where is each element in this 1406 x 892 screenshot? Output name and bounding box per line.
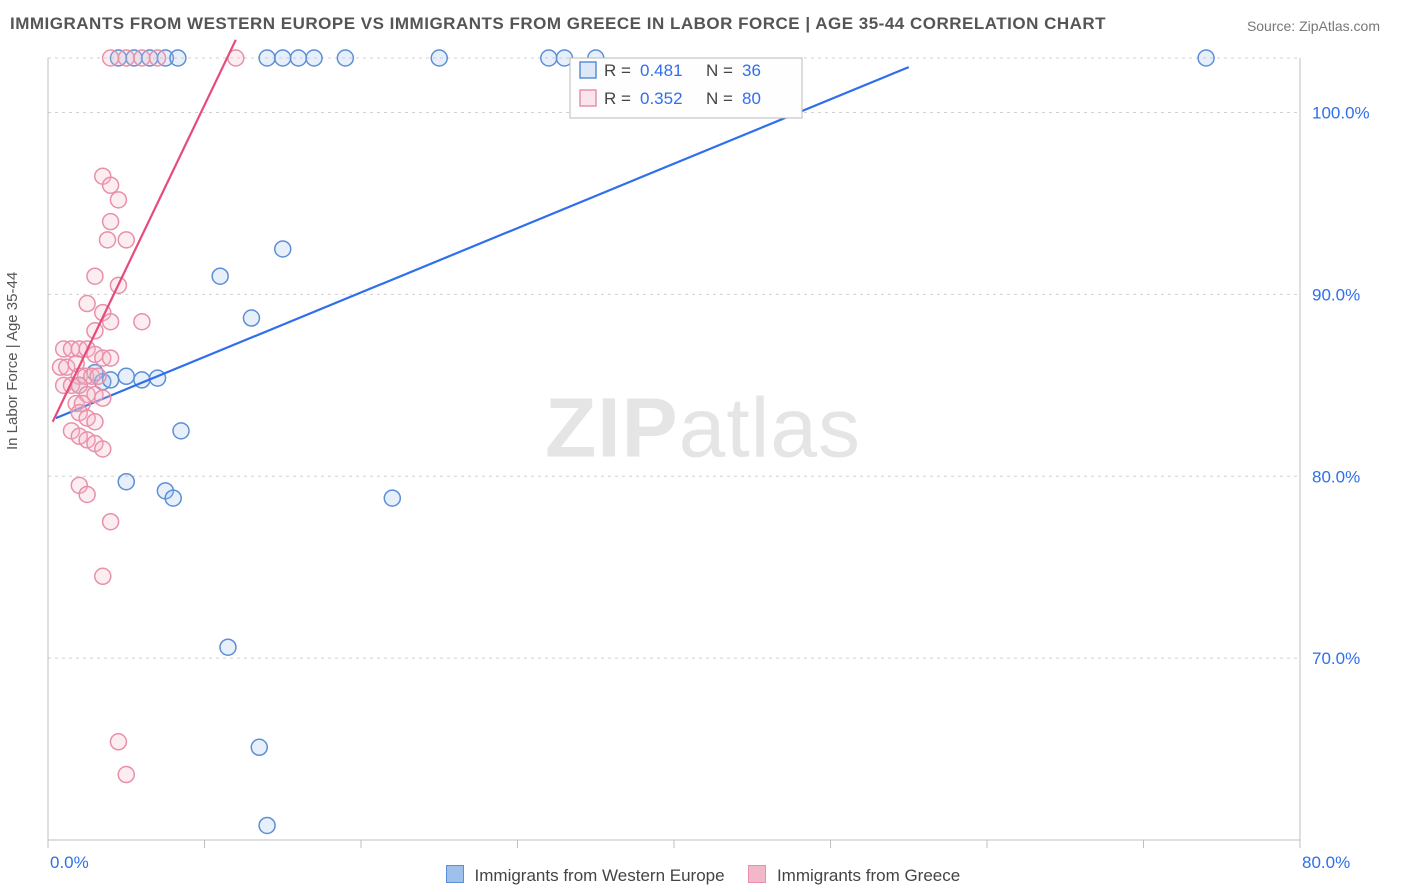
svg-text:0.481: 0.481 — [640, 61, 683, 80]
svg-text:90.0%: 90.0% — [1312, 285, 1360, 304]
svg-text:N =: N = — [706, 89, 733, 108]
svg-text:R =: R = — [604, 61, 631, 80]
legend-swatch-western-europe — [446, 865, 464, 883]
svg-text:0.352: 0.352 — [640, 89, 683, 108]
svg-text:70.0%: 70.0% — [1312, 649, 1360, 668]
svg-text:100.0%: 100.0% — [1312, 104, 1370, 123]
legend-swatch-greece — [748, 865, 766, 883]
legend-label-greece: Immigrants from Greece — [777, 866, 960, 885]
svg-text:N =: N = — [706, 61, 733, 80]
bottom-legend: Immigrants from Western Europe Immigrant… — [0, 865, 1406, 886]
svg-text:80.0%: 80.0% — [1312, 467, 1360, 486]
svg-text:80: 80 — [742, 89, 761, 108]
svg-text:36: 36 — [742, 61, 761, 80]
y-axis-label: In Labor Force | Age 35-44 — [4, 272, 21, 450]
scatter-chart: 0.0%80.0%70.0%80.0%90.0%100.0%R =0.481N … — [0, 0, 1406, 892]
svg-text:R =: R = — [604, 89, 631, 108]
legend-label-western-europe: Immigrants from Western Europe — [475, 866, 725, 885]
